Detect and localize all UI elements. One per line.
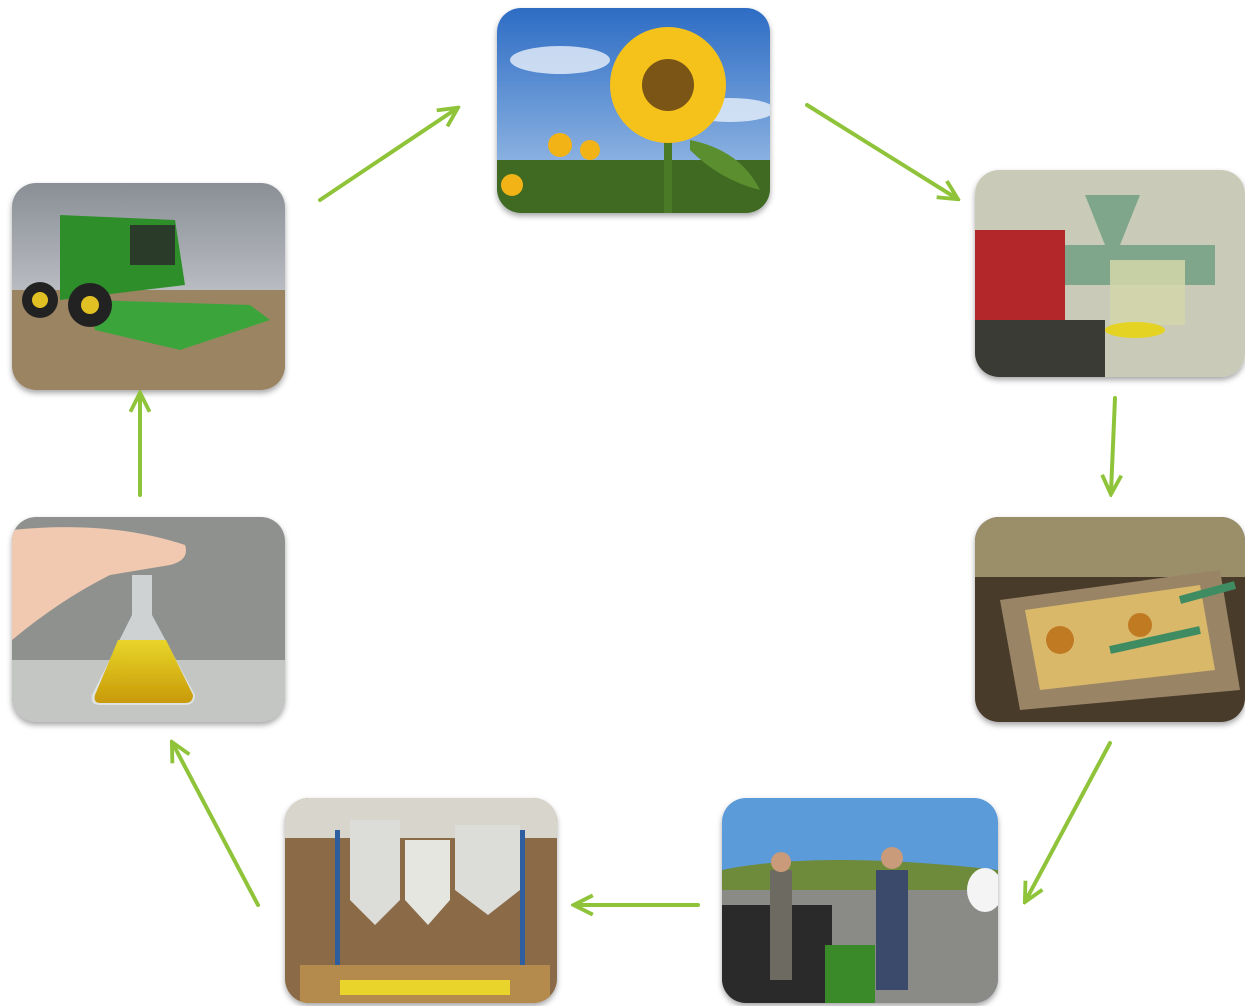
combine-harvester-photo xyxy=(12,183,285,390)
process-cycle-diagram xyxy=(0,0,1245,1006)
worker-head xyxy=(881,847,903,869)
photo-content xyxy=(975,517,1245,722)
oil xyxy=(1105,322,1165,338)
frame xyxy=(520,830,525,980)
photo-content xyxy=(285,798,557,1003)
container xyxy=(1110,260,1185,325)
photo-content xyxy=(12,517,285,722)
bins xyxy=(340,980,510,995)
photo-content xyxy=(975,170,1245,377)
photo-content xyxy=(497,8,775,213)
fryer-photo xyxy=(975,517,1245,722)
worker xyxy=(876,870,908,990)
food xyxy=(1046,626,1074,654)
oil-collection-photo xyxy=(722,798,1003,1003)
seed-head xyxy=(642,59,694,111)
food xyxy=(1128,613,1152,637)
photo-content xyxy=(12,183,285,390)
worker-head xyxy=(771,852,791,872)
small-flower xyxy=(548,133,572,157)
cloud xyxy=(510,46,610,74)
motor xyxy=(975,230,1065,320)
arrows xyxy=(140,105,1115,905)
small-flower xyxy=(501,174,523,196)
biodiesel-flask-photo xyxy=(12,517,285,722)
page: (() => { const data = JSON.parse(documen… xyxy=(0,0,1245,1006)
arrow xyxy=(1026,743,1110,900)
frame xyxy=(335,830,340,980)
hood xyxy=(975,517,1245,577)
hub xyxy=(32,292,48,308)
drum xyxy=(825,945,875,1003)
arrow xyxy=(320,109,456,200)
worker xyxy=(770,870,792,980)
hub xyxy=(81,296,99,314)
arrow xyxy=(173,744,258,905)
photo-content xyxy=(722,798,1003,1003)
base xyxy=(975,320,1105,377)
processing-tanks-photo xyxy=(285,798,557,1003)
tank xyxy=(967,868,1003,912)
cab xyxy=(130,225,175,265)
sunflower-photo xyxy=(497,8,775,213)
small-flower xyxy=(580,140,600,160)
arrow xyxy=(807,105,956,198)
arrow xyxy=(1111,398,1115,492)
oil-press-photo xyxy=(975,170,1245,377)
